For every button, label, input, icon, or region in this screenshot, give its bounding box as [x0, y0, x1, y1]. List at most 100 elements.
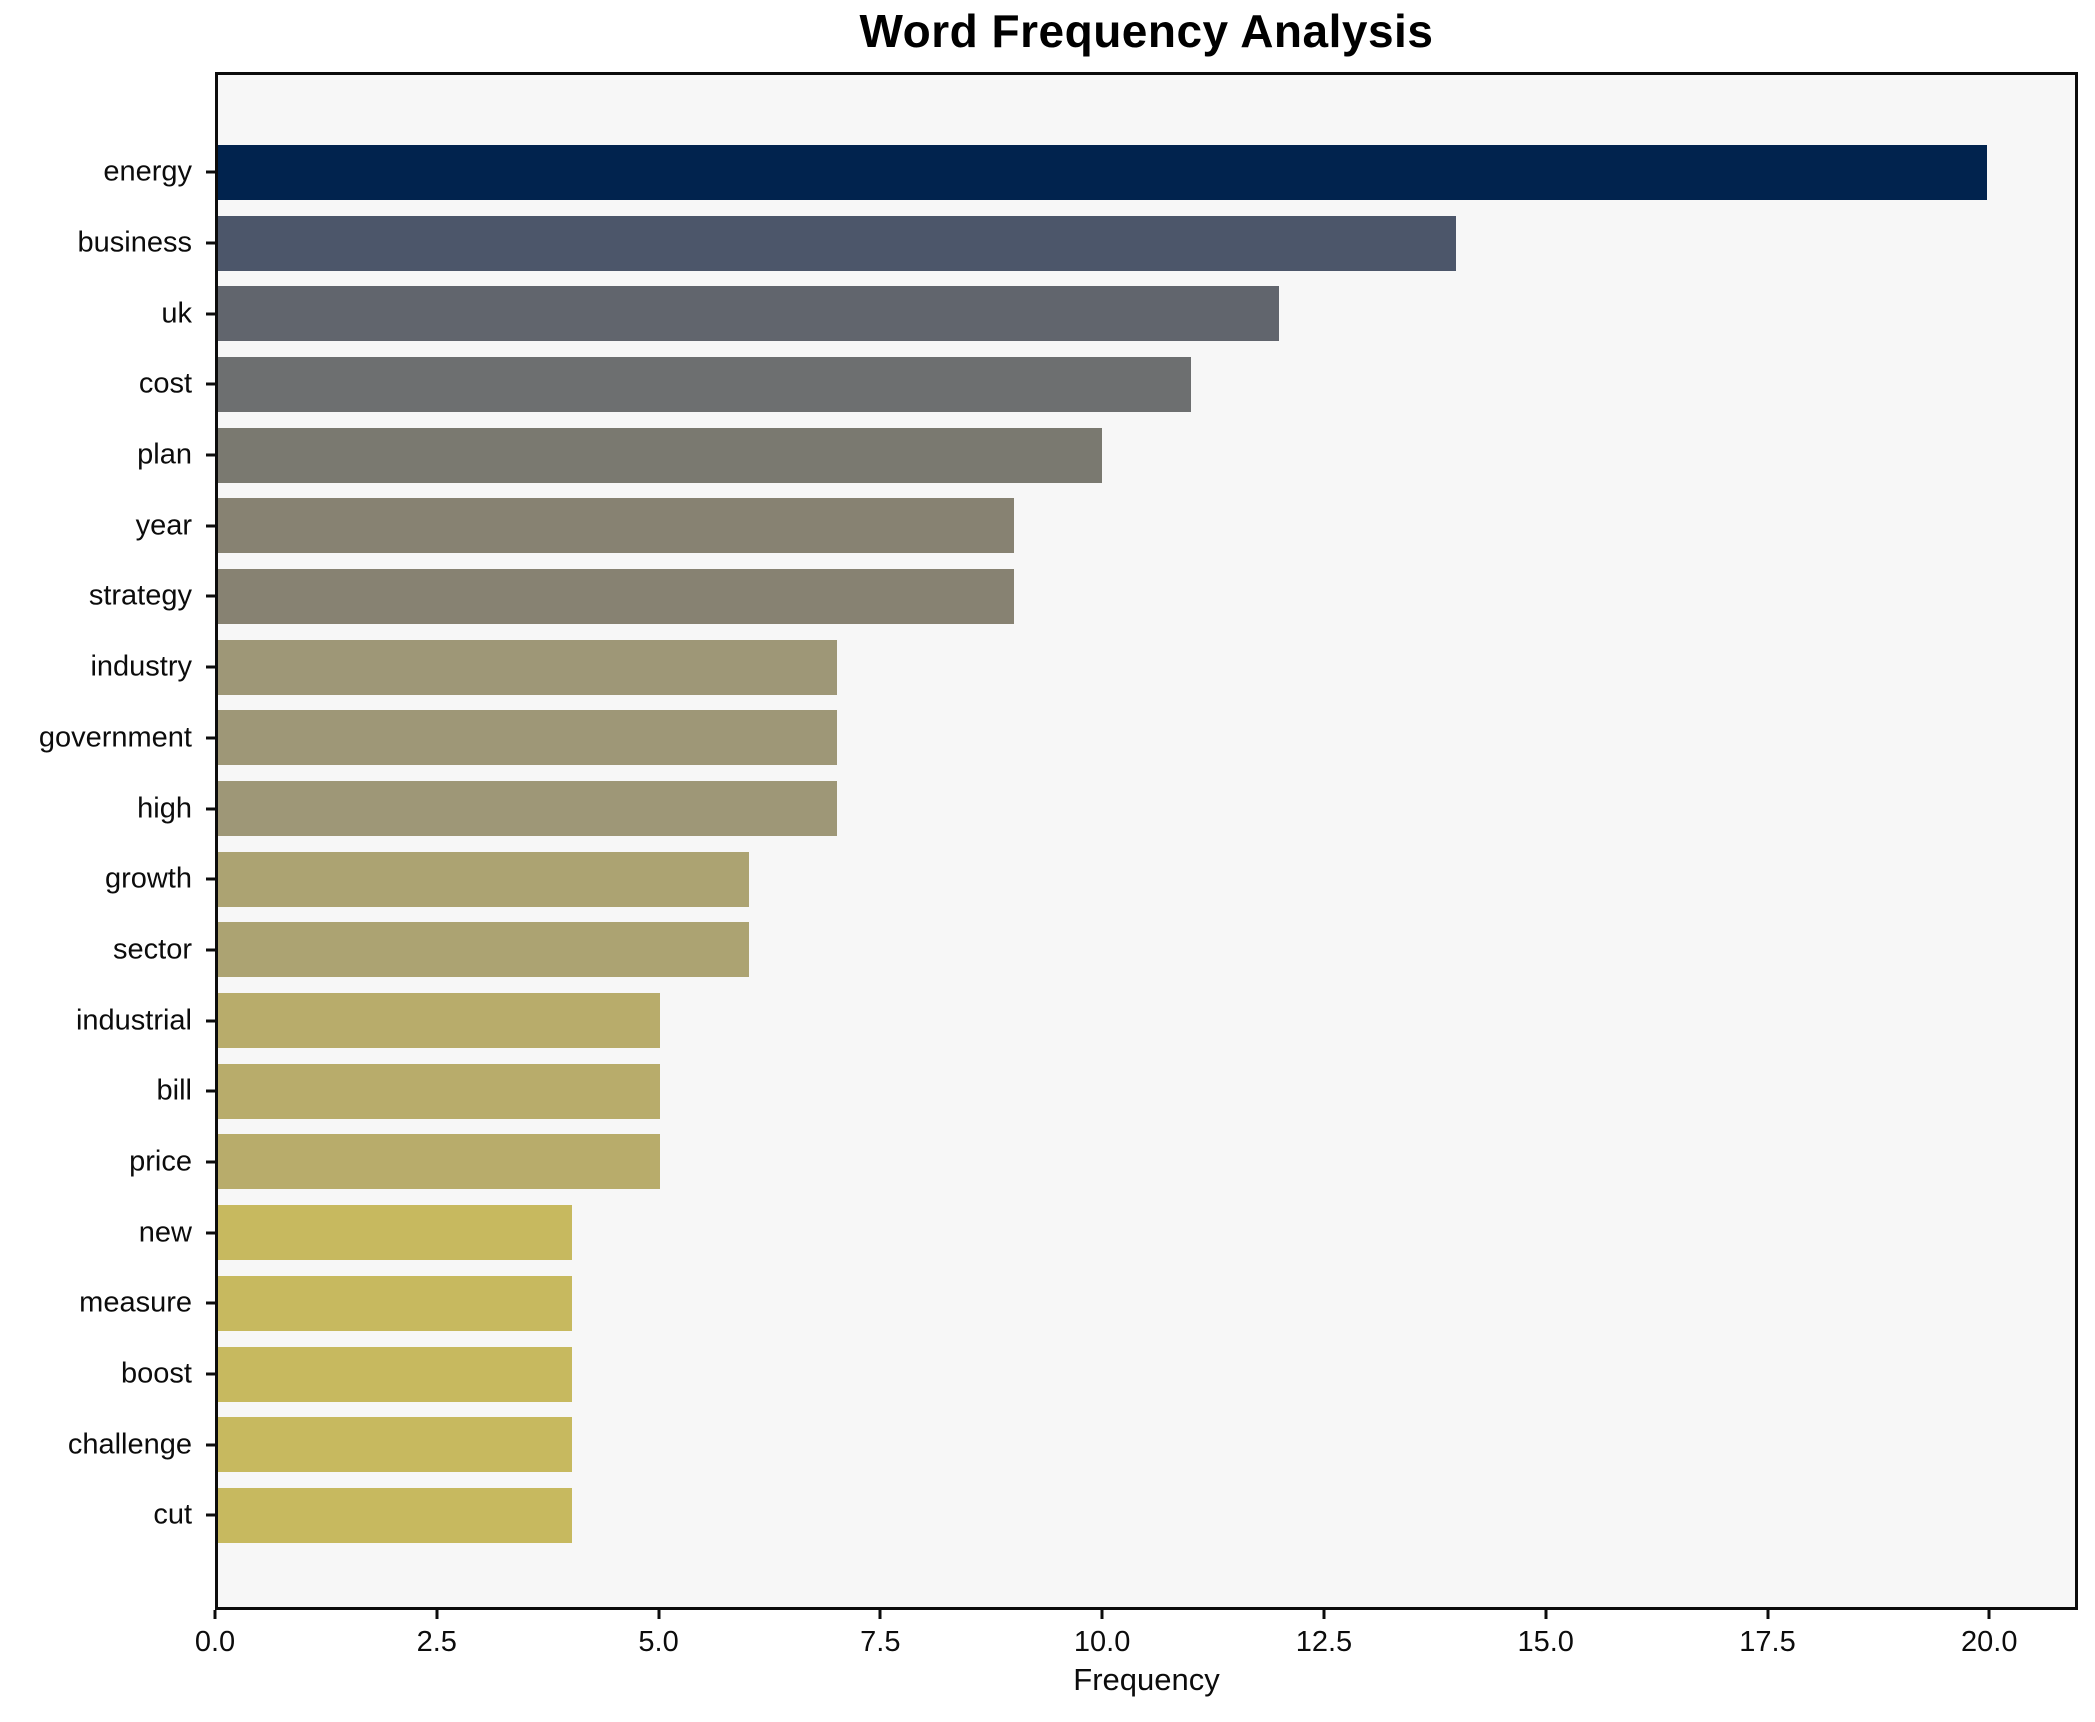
xtick-label-10.0: 10.0: [1073, 1626, 1131, 1658]
bar-measure: [218, 1275, 572, 1331]
ytick-label-energy: energy: [103, 155, 192, 188]
bar-year: [218, 498, 1014, 554]
ytick-label-strategy: strategy: [88, 579, 192, 612]
ytick-mark-challenge: [206, 1443, 215, 1447]
bar-row-price: price: [129, 1127, 2075, 1198]
bar-cut: [218, 1487, 572, 1543]
ytick-mark-strategy: [206, 594, 215, 598]
ytick-mark-sector: [206, 948, 215, 952]
bar-row-strategy: strategy: [89, 561, 2075, 632]
xtick-mark-5.0: [657, 1610, 661, 1619]
ytick-label-measure: measure: [79, 1286, 192, 1319]
bar-strategy: [218, 568, 1014, 624]
ytick-mark-government: [206, 736, 215, 740]
ytick-mark-cut: [206, 1513, 215, 1517]
bar-sector: [218, 922, 749, 978]
bar-bill: [218, 1063, 661, 1119]
bar-cost: [218, 356, 1191, 412]
bar-growth: [218, 851, 749, 907]
bar-energy: [218, 144, 1987, 200]
ytick-mark-measure: [206, 1301, 215, 1305]
bar-row-year: year: [136, 490, 2075, 561]
ytick-label-price: price: [129, 1145, 192, 1178]
ytick-label-plan: plan: [137, 438, 192, 471]
bar-row-government: government: [39, 703, 2075, 774]
ytick-label-new: new: [138, 1216, 192, 1249]
chart-title: Word Frequency Analysis: [859, 5, 1434, 57]
ytick-label-boost: boost: [121, 1357, 192, 1390]
bar-new: [218, 1205, 572, 1261]
xtick-label-20.0: 20.0: [1961, 1626, 2018, 1658]
xtick-mark-0.0: [213, 1610, 217, 1619]
bar-row-growth: growth: [105, 844, 2075, 915]
xtick-label-17.5: 17.5: [1739, 1626, 1796, 1658]
bar-row-cut: cut: [153, 1480, 2075, 1551]
ytick-label-high: high: [137, 792, 192, 825]
ytick-mark-energy: [206, 170, 215, 174]
ytick-label-cut: cut: [153, 1498, 192, 1531]
bar-uk: [218, 286, 1280, 342]
ytick-mark-cost: [206, 382, 215, 386]
bar-row-challenge: challenge: [68, 1409, 2075, 1480]
xtick-label-0.0: 0.0: [194, 1626, 236, 1658]
bar-row-uk: uk: [161, 278, 2075, 349]
bar-row-new: new: [139, 1197, 2075, 1268]
ytick-label-growth: growth: [104, 862, 192, 895]
ytick-mark-high: [206, 807, 215, 811]
bar-challenge: [218, 1417, 572, 1473]
ytick-label-business: business: [77, 226, 192, 259]
ytick-label-challenge: challenge: [67, 1428, 192, 1461]
ytick-mark-new: [206, 1231, 215, 1235]
ytick-mark-bill: [206, 1089, 215, 1093]
xtick-label-12.5: 12.5: [1295, 1626, 1353, 1658]
plot-area: energy business uk cost plan year strategy indu…: [39, 72, 2078, 1610]
ytick-label-industry: industry: [90, 650, 192, 683]
ytick-mark-year: [206, 524, 215, 528]
bar-boost: [218, 1346, 572, 1402]
ytick-mark-boost: [206, 1372, 215, 1376]
xtick-mark-7.5: [878, 1610, 882, 1619]
bar-row-measure: measure: [79, 1268, 2075, 1339]
ytick-mark-price: [206, 1160, 215, 1164]
ytick-label-uk: uk: [161, 297, 192, 330]
ytick-label-year: year: [135, 509, 192, 542]
bar-row-plan: plan: [137, 420, 2075, 491]
bar-row-high: high: [137, 773, 2075, 844]
xtick-label-7.5: 7.5: [860, 1626, 901, 1658]
bar-business: [218, 215, 1456, 271]
ytick-mark-industry: [206, 665, 215, 669]
xtick-mark-12.5: [1322, 1610, 1326, 1619]
bar-row-cost: cost: [139, 349, 2075, 420]
bar-row-sector: sector: [113, 915, 2075, 986]
ytick-mark-plan: [206, 453, 215, 457]
bar-row-business: business: [78, 208, 2075, 279]
bar-industrial: [218, 993, 661, 1049]
x-axis-title: Frequency: [1073, 1662, 1220, 1697]
bar-government: [218, 710, 837, 766]
bar-price: [218, 1134, 661, 1190]
bar-industry: [218, 639, 837, 695]
xtick-mark-2.5: [435, 1610, 439, 1619]
bar-row-industry: industry: [90, 632, 2075, 703]
ytick-mark-industrial: [206, 1019, 215, 1023]
ytick-label-cost: cost: [138, 367, 192, 400]
ytick-label-industrial: industrial: [75, 1004, 192, 1037]
bar-plan: [218, 427, 1103, 483]
xtick-mark-17.5: [1766, 1610, 1769, 1619]
bar-row-industrial: industrial: [76, 985, 2075, 1056]
ytick-label-sector: sector: [113, 933, 192, 966]
xtick-label-2.5: 2.5: [416, 1626, 457, 1658]
ytick-mark-growth: [206, 877, 215, 881]
ytick-mark-business: [206, 241, 215, 245]
x-axis: 0.0 2.5 5.0 7.5 10.0 12.5 15.0 17.5 20.0: [195, 1610, 2078, 1670]
ytick-mark-uk: [206, 312, 215, 316]
xtick-label-15.0: 15.0: [1517, 1626, 1574, 1658]
xtick-mark-10.0: [1100, 1610, 1104, 1619]
bar-row-energy: energy: [103, 137, 2075, 208]
xtick-label-5.0: 5.0: [638, 1626, 679, 1658]
ytick-label-bill: bill: [156, 1074, 192, 1107]
ytick-label-government: government: [38, 721, 192, 754]
bar-row-bill: bill: [157, 1056, 2075, 1127]
xtick-mark-20.0: [1987, 1610, 1991, 1619]
